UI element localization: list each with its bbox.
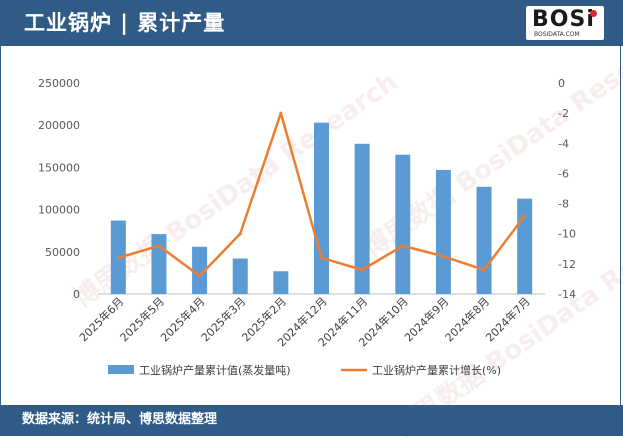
bar xyxy=(192,246,208,294)
y-right-tick-label: 0 xyxy=(558,77,565,90)
bar xyxy=(476,186,492,294)
y-right-tick-label: -10 xyxy=(558,228,576,241)
bar xyxy=(354,143,370,294)
logo-dot-icon xyxy=(590,10,597,17)
bar xyxy=(435,169,451,294)
y-left-tick-label: 250000 xyxy=(38,77,80,90)
line-point xyxy=(482,268,486,272)
y-left-tick-label: 0 xyxy=(73,288,80,301)
line-point xyxy=(360,268,364,272)
x-tick-label: 2024年7月 xyxy=(483,294,533,344)
bar xyxy=(151,234,167,294)
y-left-tick-label: 50000 xyxy=(45,246,80,259)
y-right-tick-label: -14 xyxy=(558,288,576,301)
y-right-tick-label: -4 xyxy=(558,137,569,150)
bar xyxy=(273,271,289,294)
line-point xyxy=(441,254,445,258)
y-left-tick-label: 150000 xyxy=(38,161,80,174)
y-right-tick-label: -2 xyxy=(558,107,569,120)
y-left-tick-label: 200000 xyxy=(38,119,80,132)
bar xyxy=(395,154,411,294)
line-point xyxy=(523,214,527,218)
line-point xyxy=(279,111,283,115)
data-source: 数据来源：统计局、博思数据整理 xyxy=(22,412,218,427)
logo-text: BOSi xyxy=(532,7,595,32)
chart-svg: 0 50000 100000 150000 200000 250000 0 -2 -4 -6 -8 -… xyxy=(38,77,576,377)
page-title: 工业锅炉 | 累计产量 xyxy=(24,11,226,35)
legend-bar-swatch xyxy=(108,365,134,374)
y-right-tick-label: -12 xyxy=(558,258,576,271)
line-point xyxy=(157,244,161,248)
y-left-tick-label: 100000 xyxy=(38,204,80,217)
y-right-tick-label: -6 xyxy=(558,167,569,180)
header-bar: 工业锅炉 | 累计产量 BOSi BOSIDATA.COM xyxy=(0,0,623,46)
bosi-logo: BOSi BOSIDATA.COM xyxy=(526,6,604,40)
legend-bar-label: 工业锅炉产量累计值(蒸发量吨) xyxy=(139,363,291,377)
bar xyxy=(314,122,329,294)
line-point xyxy=(401,244,405,248)
footer-bar: 数据来源：统计局、博思数据整理 xyxy=(0,405,623,436)
y-right-tick-label: -8 xyxy=(558,198,569,211)
bar xyxy=(517,198,533,294)
bar xyxy=(232,258,248,294)
legend-line-label: 工业锅炉产量累计增长(%) xyxy=(372,363,501,377)
line-point xyxy=(238,232,242,236)
line-point xyxy=(198,274,202,278)
line-point xyxy=(320,256,323,260)
line-point xyxy=(116,256,120,260)
logo-subtitle: BOSIDATA.COM xyxy=(534,31,580,38)
